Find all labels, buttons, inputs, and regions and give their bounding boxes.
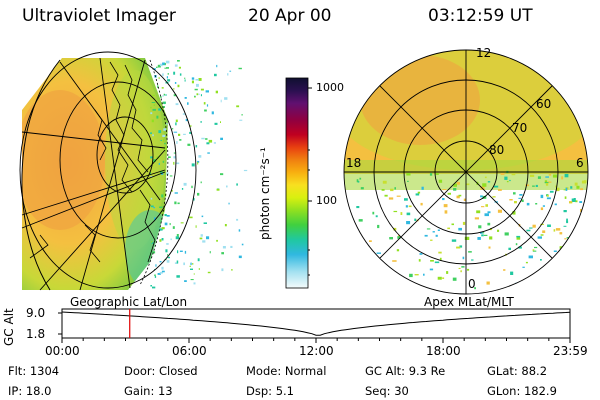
- mlt-label-0: 0: [468, 277, 476, 291]
- instrument-title: Ultraviolet Imager: [22, 6, 176, 26]
- mlat-label-60: 60: [536, 97, 552, 111]
- info-gain: Gain: 13: [124, 384, 173, 398]
- apex-panel-label: Apex MLat/MLT: [424, 295, 514, 309]
- apex-polar-image: [343, 49, 589, 295]
- info-mode: Mode: Normal: [246, 364, 327, 378]
- info-door: Door: Closed: [124, 364, 198, 378]
- colorbar-tick-1000: 1000: [316, 81, 344, 94]
- timeline-y-tick-9: 9.0: [26, 306, 46, 320]
- timeline-x-tick-0600: 06:00: [172, 344, 207, 358]
- time-label: 03:12:59 UT: [428, 6, 533, 26]
- mlat-label-80: 80: [489, 143, 505, 157]
- timeline-x-tick-0000: 00:00: [45, 344, 80, 358]
- info-glon: GLon: 182.9: [487, 384, 557, 398]
- timeline-y-tick-1-8: 1.8: [26, 327, 46, 341]
- timeline-x-tick-1800: 18:00: [426, 344, 461, 358]
- image-panels: [19, 49, 589, 295]
- mlat-label-70: 70: [512, 121, 528, 135]
- colorbar-tick-100: 100: [316, 194, 337, 207]
- mlt-label-12: 12: [476, 46, 492, 60]
- timeline-y-axis-label: GC Alt: [2, 308, 16, 346]
- date-label: 20 Apr 00: [248, 6, 332, 26]
- info-ip: IP: 18.0: [8, 384, 52, 398]
- info-seq: Seq: 30: [365, 384, 409, 398]
- timeline-x-tick-1200: 12:00: [299, 344, 334, 358]
- geographic-panel-label: Geographic Lat/Lon: [70, 295, 188, 309]
- info-glat: GLat: 88.2: [487, 364, 548, 378]
- info-flt: Flt: 1304: [8, 364, 60, 378]
- info-dsp: Dsp: 5.1: [246, 384, 294, 398]
- info-gc-alt: GC Alt: 9.3 Re: [365, 364, 446, 378]
- colorbar: [285, 77, 312, 289]
- timeline-x-tick-2359: 23:59: [553, 344, 588, 358]
- mlt-label-6: 6: [576, 156, 584, 170]
- mlt-label-18: 18: [346, 156, 362, 170]
